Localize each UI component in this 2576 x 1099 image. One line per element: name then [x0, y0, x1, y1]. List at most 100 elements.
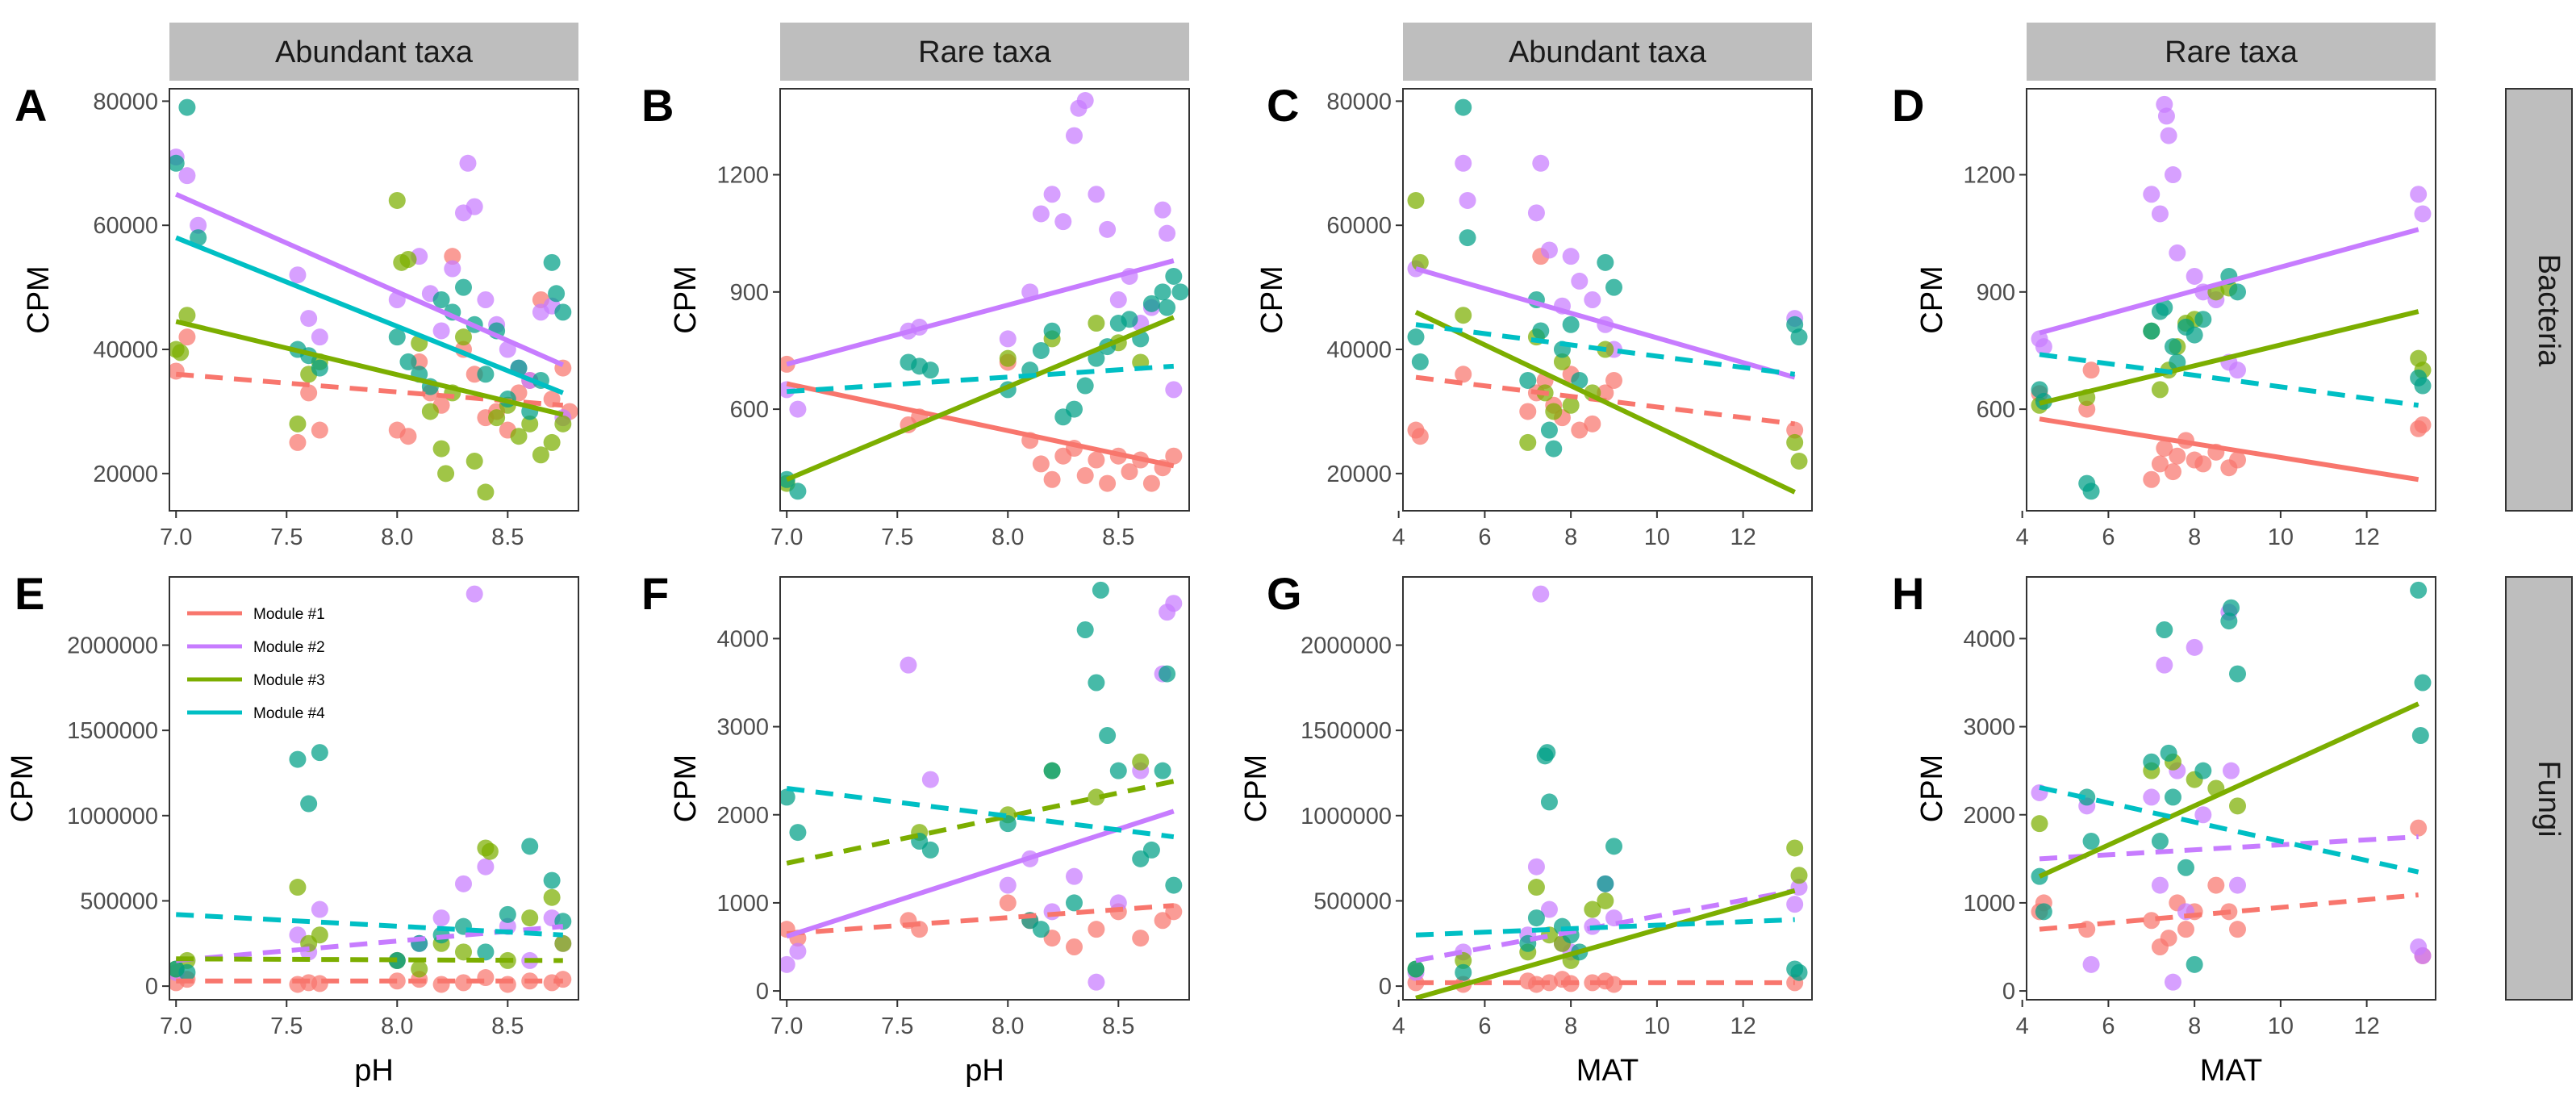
point-module1-3	[2143, 470, 2161, 488]
point-module4-19	[1159, 299, 1176, 316]
point-module1-1	[1411, 428, 1429, 445]
point-module1-7	[1065, 938, 1083, 955]
fit-line-module1	[2039, 416, 2419, 483]
point-module1-14	[1786, 421, 1804, 439]
column-strip-label-4: Rare taxa	[2165, 36, 2298, 69]
point-module4-20	[543, 253, 561, 271]
x-tick-label: 4	[2016, 524, 2029, 550]
point-module4-1	[789, 824, 807, 842]
panel-D: D 4 6 8 10 12 600 900 1200 CPM	[1892, 80, 2436, 550]
panel-border	[169, 576, 579, 1001]
point-module3-3	[1088, 788, 1105, 806]
y-tick-label: 900	[1977, 280, 2015, 306]
point-module1-2	[289, 433, 307, 451]
fit-line-module3	[175, 319, 564, 417]
row-strip-label-bacteria: Bacteria	[2532, 254, 2566, 367]
panel-G: G 4 6 8 10 12 0 500000 1000000 1500000 2000000 CPM M…	[1239, 568, 1813, 1088]
point-module2-1	[789, 942, 807, 960]
point-module1-9	[2207, 876, 2225, 894]
point-module2-14	[2410, 186, 2428, 203]
plot-area	[169, 585, 572, 993]
point-module2-10	[444, 260, 461, 278]
fit-line-module3	[176, 956, 563, 963]
x-tick-label: 8.0	[992, 524, 1024, 550]
y-tick-label: 2000	[716, 803, 769, 829]
point-module1-10	[1088, 451, 1105, 469]
y-tick-label: 1500000	[1301, 718, 1392, 744]
point-module3-2	[289, 879, 307, 896]
point-module1-8	[454, 974, 472, 992]
point-module2-9	[2186, 638, 2203, 656]
point-module2-7	[2164, 166, 2181, 184]
point-module3-3	[2151, 381, 2169, 399]
y-tick-label: 500000	[1313, 888, 1392, 914]
panel-background	[780, 89, 1189, 511]
point-module4-3	[1527, 909, 1545, 927]
y-tick-label: 3000	[1963, 715, 2015, 741]
panel-C: C 4 6 8 10 12 20000 40000 60000 80000 CPM	[1255, 80, 1813, 550]
fit-line-module1	[787, 903, 1175, 937]
point-module3-1	[1455, 951, 1472, 969]
y-axis-title: CPM	[1239, 754, 1273, 822]
x-tick-label: 8.0	[381, 1013, 413, 1039]
point-module3-3	[289, 415, 307, 432]
point-module1-9	[1605, 976, 1623, 993]
point-module4-11	[1076, 377, 1094, 395]
point-module4-3	[2082, 483, 2100, 500]
point-module4-21	[1171, 283, 1189, 301]
point-module3-16	[477, 483, 495, 501]
point-module4-21	[548, 285, 566, 303]
x-tick-label: 10	[2268, 524, 2294, 550]
panel-background	[2027, 89, 2436, 511]
fit-line-module4	[2039, 784, 2419, 875]
point-module4-20	[1165, 267, 1183, 285]
point-module2-13	[1165, 595, 1183, 612]
point-module4-16	[2414, 674, 2432, 692]
fit-line-module1	[2039, 892, 2419, 932]
fit-line-module2	[1415, 266, 1796, 380]
panel-background	[780, 577, 1189, 1000]
point-module4-9	[1076, 621, 1094, 638]
point-module4-18	[1165, 876, 1183, 894]
point-module4-7	[2164, 338, 2181, 356]
x-axis-title: MAT	[1576, 1054, 1639, 1088]
point-module4-15	[2410, 581, 2428, 599]
point-module4-3	[2082, 833, 2100, 850]
point-module4-12	[1597, 253, 1614, 271]
point-module2-12	[1088, 186, 1105, 203]
y-tick-label: 80000	[1326, 89, 1392, 115]
point-module2-8	[2169, 244, 2186, 261]
x-tick-label: 8	[1564, 524, 1577, 550]
point-module4-3	[1459, 229, 1476, 247]
y-tick-label: 4000	[1963, 626, 2015, 652]
x-tick-label: 10	[1644, 524, 1670, 550]
point-module3-7	[1553, 353, 1571, 370]
point-module1-15	[1142, 474, 1160, 492]
fit-line-module2	[1415, 888, 1796, 963]
fit-line-module4	[1415, 917, 1795, 938]
point-module1-17	[1165, 447, 1183, 465]
column-strip-2	[780, 23, 1189, 81]
point-module2-3	[1527, 204, 1545, 222]
x-tick-label: 12	[1730, 1013, 1756, 1039]
point-module1-8	[1088, 921, 1105, 938]
point-module3-6	[388, 191, 406, 209]
panel-F: F 7.0 7.5 8.0 8.5 0 1000 2000 3000 4000 CPM pH	[641, 568, 1190, 1088]
y-tick-label: 600	[1977, 397, 2015, 423]
point-module4-17	[1159, 665, 1176, 683]
point-module4-5	[388, 951, 406, 969]
point-module2-13	[2229, 876, 2247, 894]
panel-border	[1402, 88, 1813, 512]
y-tick-label: 2000	[1963, 803, 2015, 829]
panel-background	[1403, 89, 1812, 511]
point-module4-1	[169, 154, 185, 172]
panel-background	[169, 577, 578, 1000]
y-tick-label: 2000000	[67, 633, 158, 659]
point-module3-6	[411, 960, 428, 978]
point-module4-7	[1043, 762, 1061, 779]
point-module4-4	[2143, 322, 2161, 340]
point-module4-6	[1032, 921, 1050, 938]
x-tick-label: 12	[2353, 524, 2379, 550]
point-module2-1	[178, 167, 196, 185]
point-module4-13	[1605, 278, 1623, 296]
